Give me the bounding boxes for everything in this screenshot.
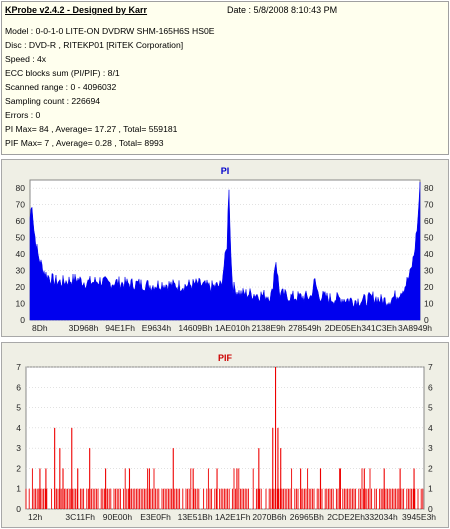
y-tick-label-right: 7 xyxy=(428,362,433,372)
pi-series-area xyxy=(29,182,421,321)
y-tick-label-right: 60 xyxy=(424,216,434,226)
x-tick-label: 278549h xyxy=(288,323,321,333)
y-tick-label-left: 40 xyxy=(16,249,26,259)
y-tick-label-left: 0 xyxy=(16,504,21,514)
x-tick-label: 2138E9h xyxy=(252,323,286,333)
info-pi-stats: PI Max= 84 , Average= 17.27 , Total= 559… xyxy=(5,124,178,134)
y-tick-label-right: 20 xyxy=(424,282,434,292)
info-pif-stats: PIF Max= 7 , Average= 0.28 , Total= 8993 xyxy=(5,138,164,148)
x-tick-label: 341C3Eh xyxy=(361,323,397,333)
pif-chart: 0 0 1 1 2 2 3 3 4 4 5 5 6 6 7 7 12h 3C11Fh 90E00h E3E0Fh 13E… xyxy=(16,362,436,522)
y-tick-label-left: 1 xyxy=(16,484,21,494)
y-tick-label-left: 80 xyxy=(16,183,26,193)
x-tick-label: 3945E3h xyxy=(402,512,436,522)
y-tick-label-left: 2 xyxy=(16,463,21,473)
pif-chart-title: PIF xyxy=(217,353,232,363)
x-tick-label: 13E51Bh xyxy=(178,512,213,522)
y-tick-label-right: 50 xyxy=(424,233,434,243)
x-tick-label: 94E1Fh xyxy=(105,323,135,333)
x-tick-label: 2CDE2Eh xyxy=(327,512,365,522)
info-errors: Errors : 0 xyxy=(5,110,41,120)
y-tick-label-right: 4 xyxy=(428,423,433,433)
y-tick-label-left: 5 xyxy=(16,403,21,413)
y-tick-label-left: 0 xyxy=(20,315,25,325)
info-scanned-range: Scanned range : 0 - 4096032 xyxy=(5,82,117,92)
y-tick-label-right: 5 xyxy=(428,403,433,413)
x-tick-label: E3E0Fh xyxy=(140,512,171,522)
x-tick-label: 2DE05Eh xyxy=(325,323,362,333)
y-tick-label-left: 70 xyxy=(16,200,26,210)
x-tick-label: 3D968h xyxy=(69,323,99,333)
y-tick-label-left: 60 xyxy=(16,216,26,226)
app-title: KProbe v2.4.2 - Designed by Karr xyxy=(5,5,148,15)
y-tick-label-right: 2 xyxy=(428,463,433,473)
plot-area xyxy=(25,366,425,510)
x-tick-label: 3C11Fh xyxy=(65,512,95,522)
y-tick-label-right: 0 xyxy=(424,315,429,325)
x-tick-label: 1A2E1Fh xyxy=(215,512,251,522)
pi-chart-panel: PI 0 0 10 10 20 20 30 30 40 40 50 50 60 60 70 70 80 80 8Dh… xyxy=(1,159,449,337)
info-speed: Speed : 4x xyxy=(5,54,47,64)
y-tick-label-right: 80 xyxy=(424,183,434,193)
y-tick-label-right: 40 xyxy=(424,249,434,259)
y-tick-label-left: 3 xyxy=(16,443,21,453)
y-tick-label-left: 50 xyxy=(16,233,26,243)
y-tick-label-left: 4 xyxy=(16,423,21,433)
x-tick-label: 1AE010h xyxy=(215,323,250,333)
x-tick-label: 2070B6h xyxy=(252,512,286,522)
info-model: Model : 0-0-1-0 LITE-ON DVDRW SHM-165H6S… xyxy=(5,26,215,36)
y-tick-label-right: 1 xyxy=(428,484,433,494)
y-tick-label-right: 30 xyxy=(424,266,434,276)
y-tick-label-right: 3 xyxy=(428,443,433,453)
x-tick-label: 3A8949h xyxy=(398,323,432,333)
pif-chart-panel: PIF 0 0 1 1 2 2 3 3 4 4 5 5 6 6 7 7 12h 3C11Fh 90E00h E3E0F… xyxy=(1,342,449,528)
x-tick-label: 332034h xyxy=(365,512,398,522)
pi-chart: 0 0 10 10 20 20 30 30 40 40 50 50 60 60 70 70 80 80 8Dh 3D9… xyxy=(16,179,434,333)
y-tick-label-left: 10 xyxy=(16,299,26,309)
y-tick-label-left: 7 xyxy=(16,362,21,372)
x-tick-label: 8Dh xyxy=(32,323,48,333)
y-tick-label-left: 30 xyxy=(16,266,26,276)
x-tick-label: 14609Bh xyxy=(178,323,212,333)
info-sampling-count: Sampling count : 226694 xyxy=(5,96,101,106)
x-tick-label: E9634h xyxy=(142,323,172,333)
y-tick-label-right: 0 xyxy=(428,504,433,514)
y-tick-label-right: 70 xyxy=(424,200,434,210)
scan-date: Date : 5/8/2008 8:10:43 PM xyxy=(227,5,338,15)
info-disc: Disc : DVD-R , RITEKP01 [RiTEK Corporati… xyxy=(5,40,184,50)
info-ecc-blocks: ECC blocks sum (PI/PIF) : 8/1 xyxy=(5,68,120,78)
y-tick-label-right: 10 xyxy=(424,299,434,309)
pi-chart-title: PI xyxy=(220,166,230,176)
y-tick-label-left: 20 xyxy=(16,282,26,292)
y-tick-label-left: 6 xyxy=(16,382,21,392)
x-tick-label: 90E00h xyxy=(103,512,133,522)
x-tick-label: 26965Bh xyxy=(290,512,324,522)
x-tick-label: 12h xyxy=(28,512,42,522)
info-panel: KProbe v2.4.2 - Designed by Karr Date : … xyxy=(1,1,449,155)
y-tick-label-right: 6 xyxy=(428,382,433,392)
